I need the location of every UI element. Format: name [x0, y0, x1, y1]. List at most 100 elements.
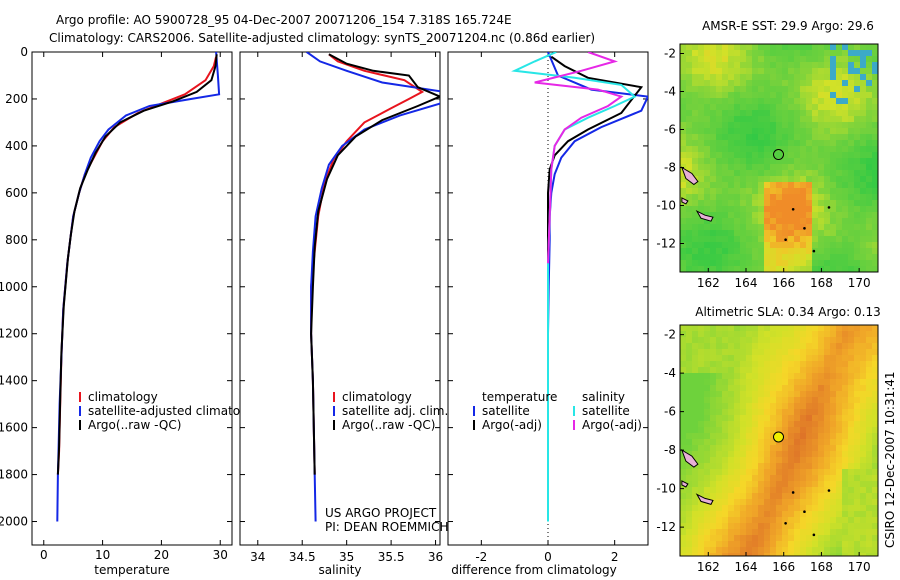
map-cell [872, 499, 878, 505]
map-cell [758, 481, 764, 487]
map-cell [698, 92, 704, 98]
map-cell [746, 535, 752, 541]
map-cell [848, 146, 854, 152]
map-cell [710, 379, 716, 385]
map-cell [692, 224, 698, 230]
map-cell [752, 445, 758, 451]
map-cell [698, 469, 704, 475]
map-cell [728, 68, 734, 74]
map-cell [686, 439, 692, 445]
map-cell [830, 409, 836, 415]
map-cell [824, 224, 830, 230]
map-cell [686, 98, 692, 104]
map-cell [710, 529, 716, 535]
map-cell [854, 493, 860, 499]
map-cell [764, 158, 770, 164]
map-cell [740, 361, 746, 367]
map-cell [728, 415, 734, 421]
map-cell [842, 140, 848, 146]
map-cell [872, 439, 878, 445]
map-cell [812, 547, 818, 553]
map-cell [860, 469, 866, 475]
map-cell [866, 44, 872, 50]
map-cell [698, 164, 704, 170]
map-cell [740, 116, 746, 122]
map-cell [728, 116, 734, 122]
map-cell [758, 128, 764, 134]
map-cell [704, 194, 710, 200]
map-cell [782, 499, 788, 505]
map-cell [842, 331, 848, 337]
map-cell [794, 373, 800, 379]
map-cell [866, 511, 872, 517]
map-cell [740, 523, 746, 529]
map-cell [830, 499, 836, 505]
map-cell [812, 529, 818, 535]
map-cell [872, 146, 878, 152]
map-cell [740, 475, 746, 481]
map-cell [692, 188, 698, 194]
map-cell [830, 248, 836, 254]
map-cell [746, 325, 752, 331]
map-cell [836, 194, 842, 200]
map-cell [740, 134, 746, 140]
map-cell [788, 373, 794, 379]
map-cell [680, 439, 686, 445]
map-cell [800, 349, 806, 355]
map-cell [752, 170, 758, 176]
map-cell [836, 212, 842, 218]
map-cell [680, 140, 686, 146]
map-cell [704, 62, 710, 68]
map-cell [770, 134, 776, 140]
map-cell [824, 116, 830, 122]
map-cell [734, 511, 740, 517]
map-cell [794, 385, 800, 391]
map-cell [860, 391, 866, 397]
map-cell [698, 50, 704, 56]
map-cell [824, 529, 830, 535]
map-cell [788, 529, 794, 535]
map-cell [830, 116, 836, 122]
map-cell [860, 445, 866, 451]
map-cell [848, 499, 854, 505]
map-cell [800, 236, 806, 242]
map-cell [698, 248, 704, 254]
map-cell [806, 182, 812, 188]
map-cell [788, 260, 794, 266]
map-cell [722, 457, 728, 463]
map-cell [746, 409, 752, 415]
map-cell [866, 176, 872, 182]
map-cell [836, 451, 842, 457]
map-cell [788, 457, 794, 463]
map-cell [692, 128, 698, 134]
map-cell [866, 463, 872, 469]
map-cell [854, 140, 860, 146]
map-cell [686, 433, 692, 439]
map-cell [770, 469, 776, 475]
map-cell [722, 343, 728, 349]
map-cell [716, 194, 722, 200]
map-cell [776, 325, 782, 331]
map-cell [866, 475, 872, 481]
map-cell [698, 487, 704, 493]
map-cell [782, 439, 788, 445]
map-cell [836, 457, 842, 463]
map-cell [776, 361, 782, 367]
map-cell [842, 158, 848, 164]
map-cell [842, 541, 848, 547]
map-cell [716, 535, 722, 541]
map-cell [722, 355, 728, 361]
map-cell [800, 337, 806, 343]
map-cell [836, 242, 842, 248]
map-cell [818, 254, 824, 260]
map-cell [794, 230, 800, 236]
map-cell [788, 206, 794, 212]
map-cell [782, 80, 788, 86]
map-cell [794, 86, 800, 92]
map-cell [716, 337, 722, 343]
map-cell [704, 541, 710, 547]
map-cell [746, 50, 752, 56]
x-axis-label: salinity [318, 563, 361, 577]
x-tick-label: 36 [428, 550, 443, 564]
map-cell [836, 218, 842, 224]
